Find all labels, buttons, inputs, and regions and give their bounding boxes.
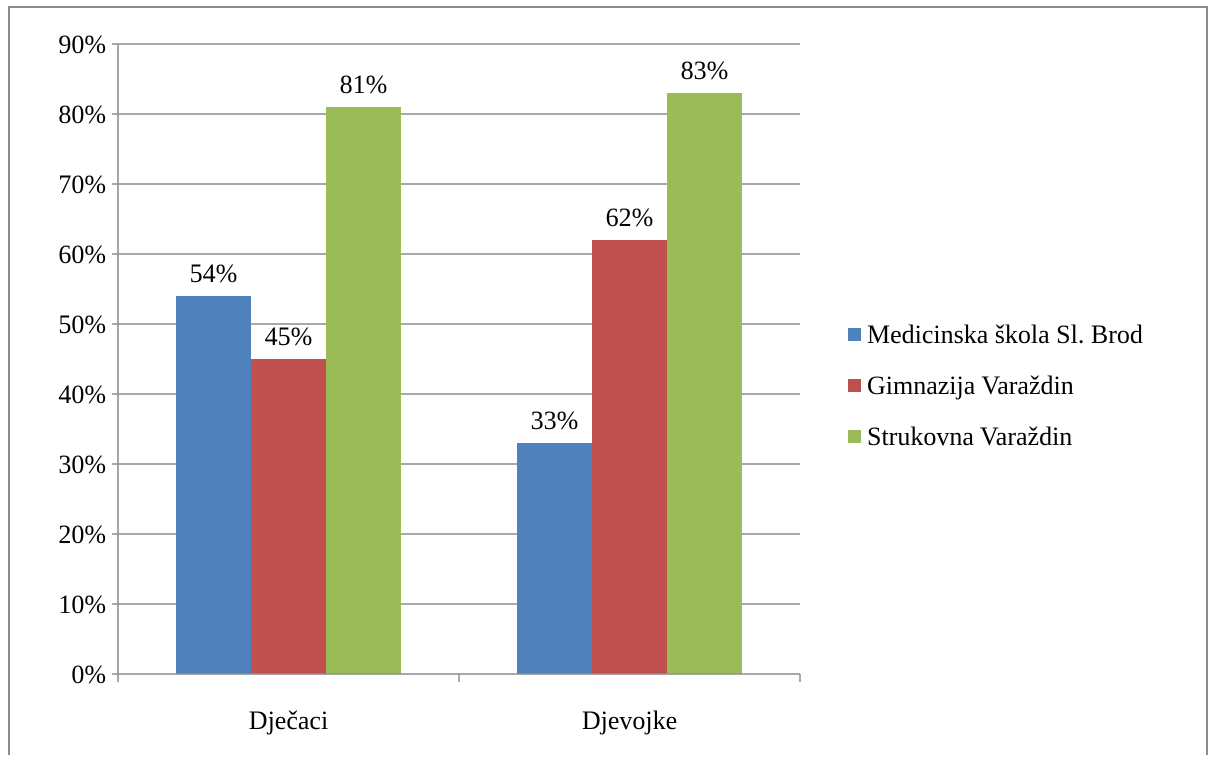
data-label: 54% [190,259,238,288]
chart-frame [8,6,1208,755]
legend: Medicinska škola Sl. Brod Gimnazija Varaž… [848,320,1143,451]
y-tick-label: 40% [58,380,106,409]
bar [667,93,742,674]
y-tick-label: 80% [58,100,106,129]
bar [517,443,592,674]
legend-swatch [848,328,861,341]
y-tick-label: 90% [58,30,106,59]
y-tick-label: 60% [58,240,106,269]
x-category-label: Dječaci [249,706,328,735]
x-axis-categories: Dječaci Djevojke [249,706,677,735]
legend-entry: Medicinska škola Sl. Brod [867,320,1143,349]
legend-swatch [848,430,861,443]
y-tick-label: 20% [58,520,106,549]
bars [176,93,742,674]
data-label: 81% [340,70,388,99]
y-tick-label: 0% [71,660,106,689]
axes [117,44,801,682]
bar [326,107,401,674]
legend-entry: Gimnazija Varaždin [867,371,1074,400]
y-axis-ticks: 0% 10% 20% 30% 40% 50% 60% 70% 80% 90% [58,30,118,689]
data-label: 62% [606,203,654,232]
data-label: 45% [265,322,313,351]
bar [251,359,326,674]
bar [592,240,667,674]
x-category-label: Djevojke [582,706,677,735]
legend-entry: Strukovna Varaždin [867,422,1072,451]
y-tick-label: 30% [58,450,106,479]
legend-swatch [848,379,861,392]
data-label: 33% [531,406,579,435]
y-tick-label: 10% [58,590,106,619]
y-tick-label: 70% [58,170,106,199]
data-labels: 54% 45% 81% 33% 62% 83% [190,56,729,435]
data-label: 83% [681,56,729,85]
bar [176,296,251,674]
y-tick-label: 50% [58,310,106,339]
